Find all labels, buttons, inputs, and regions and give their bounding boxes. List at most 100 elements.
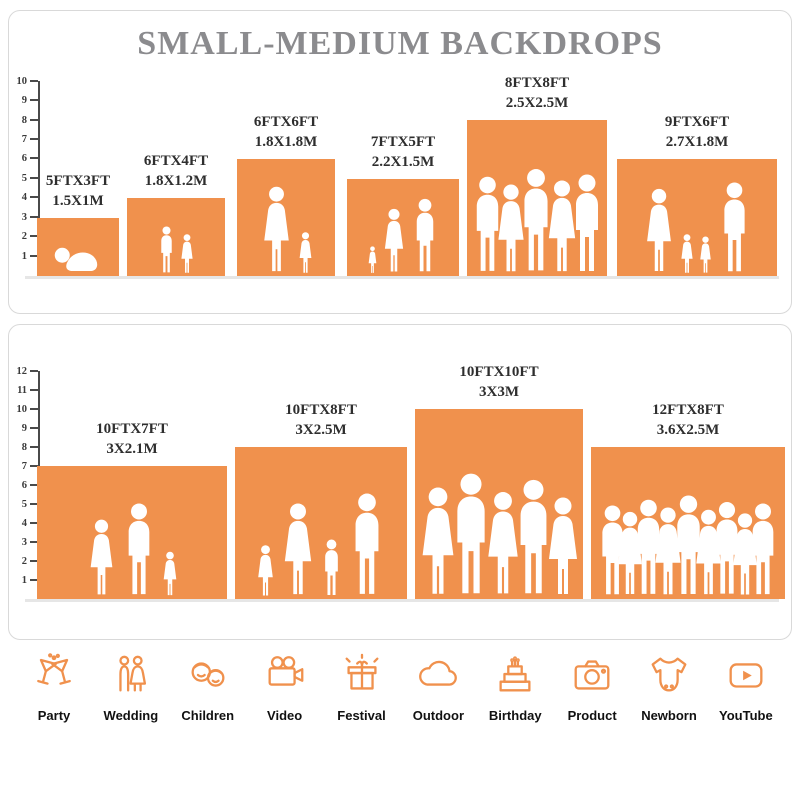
backdrop-10x8: 10FTX8FT 3X2.5M — [235, 401, 407, 599]
backdrop-10x7: 10FTX7FT 3X2.1M — [37, 420, 227, 599]
person-silhouette — [642, 188, 676, 274]
category-festival: Festival — [328, 652, 396, 723]
person-silhouette — [698, 236, 713, 274]
ruler-tick: 4 — [11, 516, 38, 530]
person-silhouette — [543, 497, 583, 597]
ruler-tick: 4 — [11, 190, 38, 204]
ruler-tick: 7 — [11, 459, 38, 473]
person-silhouette — [86, 519, 117, 597]
top-ruler-line — [38, 81, 40, 276]
video-icon — [268, 656, 304, 686]
backdrop-6x6: 6FTX6FT 1.8X1.8M — [237, 113, 335, 276]
person-silhouette — [744, 503, 782, 597]
person-silhouette — [54, 244, 102, 274]
category-row: Party Wedding Children — [0, 652, 800, 723]
backdrop-bar — [37, 466, 227, 599]
person-silhouette — [367, 246, 378, 274]
person-silhouette — [255, 545, 276, 597]
person-silhouette — [346, 493, 388, 597]
person-silhouette — [410, 198, 440, 274]
backdrop-bar — [127, 198, 225, 276]
backdrop-bar — [617, 159, 777, 276]
wedding-icon — [119, 655, 146, 692]
backdrop-6x4: 6FTX4FT 1.8X1.2M — [127, 152, 225, 276]
ruler-tick: 6 — [11, 478, 38, 492]
person-silhouette — [567, 174, 607, 274]
size-label: 10FTX7FT 3X2.1M — [96, 421, 168, 457]
person-silhouette — [320, 539, 343, 597]
category-product: Product — [558, 652, 626, 723]
backdrop-bar — [235, 447, 407, 599]
backdrop-bar — [467, 120, 607, 276]
ruler-tick: 10 — [11, 402, 38, 416]
size-label: 12FTX8FT 3.6X2.5M — [652, 402, 724, 438]
category-outdoor: Outdoor — [404, 652, 472, 723]
backdrop-bar — [37, 218, 119, 276]
ruler-tick: 3 — [11, 210, 38, 224]
ground-line — [25, 276, 779, 279]
size-label: 5FTX3FT 1.5X1M — [45, 173, 111, 209]
ruler-tick: 6 — [11, 151, 38, 165]
ruler-tick: 1 — [11, 573, 38, 587]
festival-icon — [345, 653, 378, 690]
backdrop-bar — [237, 159, 335, 276]
size-label: 8FTX8FT 2.5X2.5M — [504, 75, 570, 111]
top-panel: SMALL-MEDIUM BACKDROPS 10 9 8 7 6 5 4 3 … — [8, 10, 792, 314]
person-silhouette — [179, 234, 195, 274]
person-silhouette — [259, 186, 294, 274]
backdrop-8x8: 8FTX8FT 2.5X2.5M — [467, 74, 607, 276]
ruler-tick: 2 — [11, 554, 38, 568]
backdrop-12x8: 12FTX8FT 3.6X2.5M — [591, 401, 785, 599]
size-label: 6FTX4FT 1.8X1.2M — [143, 153, 209, 189]
ruler-tick: 12 — [11, 364, 38, 378]
size-label: 10FTX8FT 3X2.5M — [285, 402, 357, 438]
person-silhouette — [297, 232, 314, 274]
backdrop-7x5: 7FTX5FT 2.2X1.5M — [347, 133, 459, 276]
ruler-tick: 5 — [11, 497, 38, 511]
backdrop-9x6: 9FTX6FT 2.7X1.8M — [617, 113, 777, 276]
backdrop-bar — [415, 409, 583, 599]
person-silhouette — [120, 503, 158, 597]
ruler-tick: 11 — [11, 383, 38, 397]
person-silhouette — [381, 208, 407, 274]
youtube-icon — [729, 663, 763, 688]
page-title: SMALL-MEDIUM BACKDROPS — [137, 25, 663, 62]
ruler-tick: 7 — [11, 132, 38, 146]
category-newborn: Newborn — [635, 652, 703, 723]
ground-line — [25, 599, 779, 602]
category-video: Video — [251, 652, 319, 723]
category-children: Children — [174, 652, 242, 723]
backdrop-bar — [347, 179, 459, 276]
backdrop-10x10: 10FTX10FT 3X3M — [415, 363, 583, 599]
ruler-tick: 8 — [11, 440, 38, 454]
ruler-tick: 9 — [11, 421, 38, 435]
person-silhouette — [161, 551, 179, 597]
ruler-tick: 1 — [11, 249, 38, 263]
ruler-tick: 3 — [11, 535, 38, 549]
newborn-icon — [651, 657, 687, 692]
size-label: 10FTX10FT 3X3M — [459, 364, 539, 400]
bottom-panel: 12 11 10 9 8 7 6 5 4 3 2 1 10FTX7FT 3X2.… — [8, 324, 792, 640]
category-party: Party — [20, 652, 88, 723]
category-wedding: Wedding — [97, 652, 165, 723]
person-silhouette — [679, 234, 695, 274]
person-silhouette — [716, 182, 753, 274]
category-youtube: YouTube — [712, 652, 780, 723]
birthday-icon — [499, 656, 531, 692]
children-icon — [191, 662, 225, 687]
size-label: 6FTX6FT 1.8X1.8M — [253, 114, 319, 150]
ruler-tick: 8 — [11, 113, 38, 127]
ruler-tick: 9 — [11, 93, 38, 107]
ruler-tick: 5 — [11, 171, 38, 185]
person-silhouette — [279, 503, 317, 597]
size-label: 9FTX6FT 2.7X1.8M — [664, 114, 730, 150]
ruler-tick: 2 — [11, 229, 38, 243]
product-icon — [574, 660, 610, 690]
party-icon — [37, 653, 71, 685]
size-label: 7FTX5FT 2.2X1.5M — [370, 134, 436, 170]
ruler-tick: 10 — [11, 74, 38, 88]
backdrop-bar — [591, 447, 785, 599]
outdoor-icon — [419, 660, 458, 686]
backdrop-5x3: 5FTX3FT 1.5X1M — [37, 172, 119, 276]
